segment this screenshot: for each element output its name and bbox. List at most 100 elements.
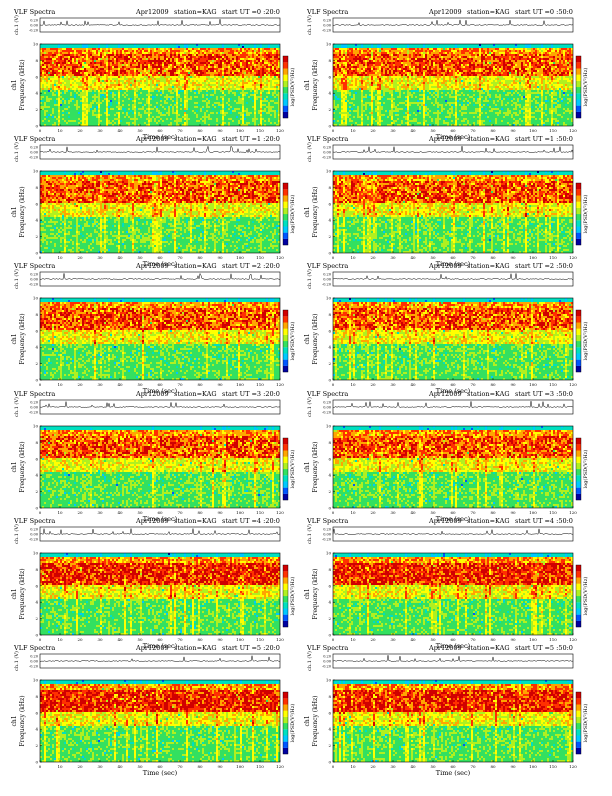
spectrogram-cell <box>112 70 114 72</box>
spectrogram-cell <box>188 76 190 78</box>
spectrogram-cell <box>118 76 120 78</box>
spectrogram-cell <box>140 54 142 56</box>
spectrogram-cell <box>214 48 216 50</box>
spectrogram-cell <box>58 70 60 72</box>
spectrogram-cell <box>80 80 82 82</box>
spectrogram-cell <box>128 80 130 82</box>
spectrogram-cell <box>264 54 266 56</box>
spectrogram-cell <box>220 66 222 68</box>
spectrogram-cell <box>232 62 234 64</box>
spectrogram-cell <box>218 48 220 50</box>
spectrogram-cell <box>178 76 180 78</box>
spectrogram-cell <box>112 54 114 56</box>
spectrogram-cell <box>128 56 130 58</box>
spectrogram-cell <box>244 70 246 72</box>
spectrogram-cell <box>172 44 174 46</box>
spectrogram-cell <box>274 50 276 52</box>
spectrogram-cell <box>270 80 272 82</box>
spectrogram-cell <box>258 70 260 72</box>
spectrogram-cell <box>58 44 60 46</box>
spectrogram-cell <box>58 78 60 80</box>
spectrogram-cell <box>274 54 276 56</box>
spectrogram-cell <box>90 80 92 82</box>
spectrogram-cell <box>74 82 76 84</box>
spectrogram-cell <box>48 72 50 74</box>
spectrogram-cell <box>224 68 226 70</box>
spectrogram-cell <box>116 74 118 76</box>
spectrogram-cell <box>64 60 66 62</box>
spectrogram-cell <box>256 44 258 46</box>
spectrogram-cell <box>238 56 240 58</box>
spectrogram-cell <box>94 66 96 68</box>
spectrogram-cell <box>190 56 192 58</box>
spectrogram-cell <box>242 74 244 76</box>
spectrogram-cell <box>48 52 50 54</box>
spectrogram-cell <box>202 72 204 74</box>
spectrogram-cell <box>214 80 216 82</box>
spectrogram-cell <box>192 52 194 54</box>
spectrogram-cell <box>274 56 276 58</box>
spectrogram-cell <box>182 78 184 80</box>
spectrogram-cell <box>148 60 150 62</box>
spectrogram-cell <box>230 78 232 80</box>
spectrogram-cell <box>172 46 174 48</box>
spectrogram-cell <box>168 80 170 82</box>
spectrogram-cell <box>108 46 110 48</box>
spectrogram-cell <box>72 72 74 74</box>
spectrogram-cell <box>186 56 188 58</box>
spectrogram-cell <box>238 76 240 78</box>
spectrogram-cell <box>198 46 200 48</box>
spectrogram-cell <box>210 48 212 50</box>
spectrogram-cell <box>200 66 202 68</box>
spectrogram-cell <box>266 72 268 74</box>
spectrogram-cell <box>154 60 156 62</box>
spectrogram-cell <box>218 64 220 66</box>
spectrogram-cell <box>274 70 276 72</box>
spectrogram-cell <box>240 54 242 56</box>
spectrogram-cell <box>202 78 204 80</box>
spectrogram-cell <box>260 68 262 70</box>
spectrogram-cell <box>56 76 58 78</box>
spectrogram-cell <box>234 78 236 80</box>
spectrogram-cell <box>56 78 58 80</box>
spectrogram-cell <box>204 70 206 72</box>
spectrogram-cell <box>140 46 142 48</box>
spectrogram-cell <box>78 56 80 58</box>
spectrogram-cell <box>102 54 104 56</box>
spectrogram-cell <box>150 76 152 78</box>
spectrogram-cell <box>218 74 220 76</box>
spectrogram-cell <box>276 60 278 62</box>
spectrogram-cell <box>268 66 270 68</box>
spectrogram-cell <box>182 64 184 66</box>
spectrogram-cell <box>94 64 96 66</box>
spectrogram-cell <box>272 66 274 68</box>
spectrogram-cell <box>164 66 166 68</box>
spectrogram-cell <box>250 78 252 80</box>
spectrogram-cell <box>40 58 42 60</box>
spectrogram-cell <box>228 60 230 62</box>
spectrogram-cell <box>228 56 230 58</box>
spectrogram-cell <box>254 66 256 68</box>
spectrogram-cell <box>224 56 226 58</box>
spectrogram-cell <box>184 50 186 52</box>
spectrogram-cell <box>180 76 182 78</box>
spectrogram-cell <box>92 60 94 62</box>
spectrogram-cell <box>234 60 236 62</box>
spectrogram-cell <box>176 64 178 66</box>
spectrogram-cell <box>106 56 108 58</box>
spectrogram-cell <box>82 74 84 76</box>
spectrogram-cell <box>66 62 68 64</box>
spectrogram-cell <box>180 60 182 62</box>
spectrogram-cell <box>114 78 116 80</box>
spectrogram-cell <box>114 74 116 76</box>
spectrogram-cell <box>274 66 276 68</box>
spectrogram-cell <box>138 48 140 50</box>
spectrogram-cell <box>210 52 212 54</box>
spectrogram-cell <box>266 60 268 62</box>
spectrogram-cell <box>52 48 54 50</box>
spectrogram-cell <box>94 78 96 80</box>
spectrogram-cell <box>102 48 104 50</box>
spectrogram-cell <box>210 46 212 48</box>
spectrogram-cell <box>274 52 276 54</box>
spectrogram-cell <box>152 62 154 64</box>
